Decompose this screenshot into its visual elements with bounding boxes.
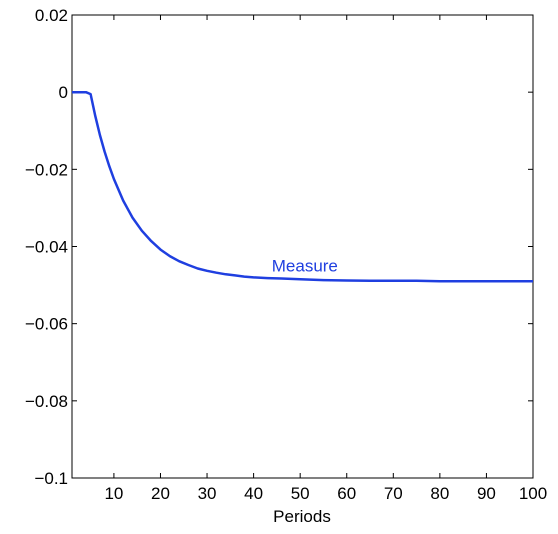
- x-tick-label: 10: [104, 484, 123, 503]
- tick-labels: 10 20 30 40 50 60 70 80 90 100 0.02 0 −0.02 −0.04 −0.0…: [25, 6, 547, 503]
- series-annotation-label: Measure: [272, 257, 338, 276]
- x-axis-label: Periods: [273, 507, 331, 526]
- y-tick-label: −0.1: [34, 469, 68, 488]
- y-tick-label: −0.08: [25, 392, 68, 411]
- x-tick-label: 50: [291, 484, 310, 503]
- x-tick-label: 80: [430, 484, 449, 503]
- y-tick-label: −0.06: [25, 315, 68, 334]
- plot-area: [71, 14, 534, 479]
- x-tick-label: 20: [151, 484, 170, 503]
- x-tick-label: 40: [244, 484, 263, 503]
- x-tick-label: 30: [198, 484, 217, 503]
- series-layer: [72, 90, 533, 283]
- x-tick-label: 90: [477, 484, 496, 503]
- x-tick-label: 60: [337, 484, 356, 503]
- y-tick-label: 0: [59, 83, 68, 102]
- x-tick-label: 100: [519, 484, 547, 503]
- x-tick-label: 70: [384, 484, 403, 503]
- y-tick-label: −0.02: [25, 160, 68, 179]
- y-tick-label: −0.04: [25, 238, 68, 257]
- y-tick-label: 0.02: [35, 6, 68, 25]
- series-line-measure: [72, 90, 533, 283]
